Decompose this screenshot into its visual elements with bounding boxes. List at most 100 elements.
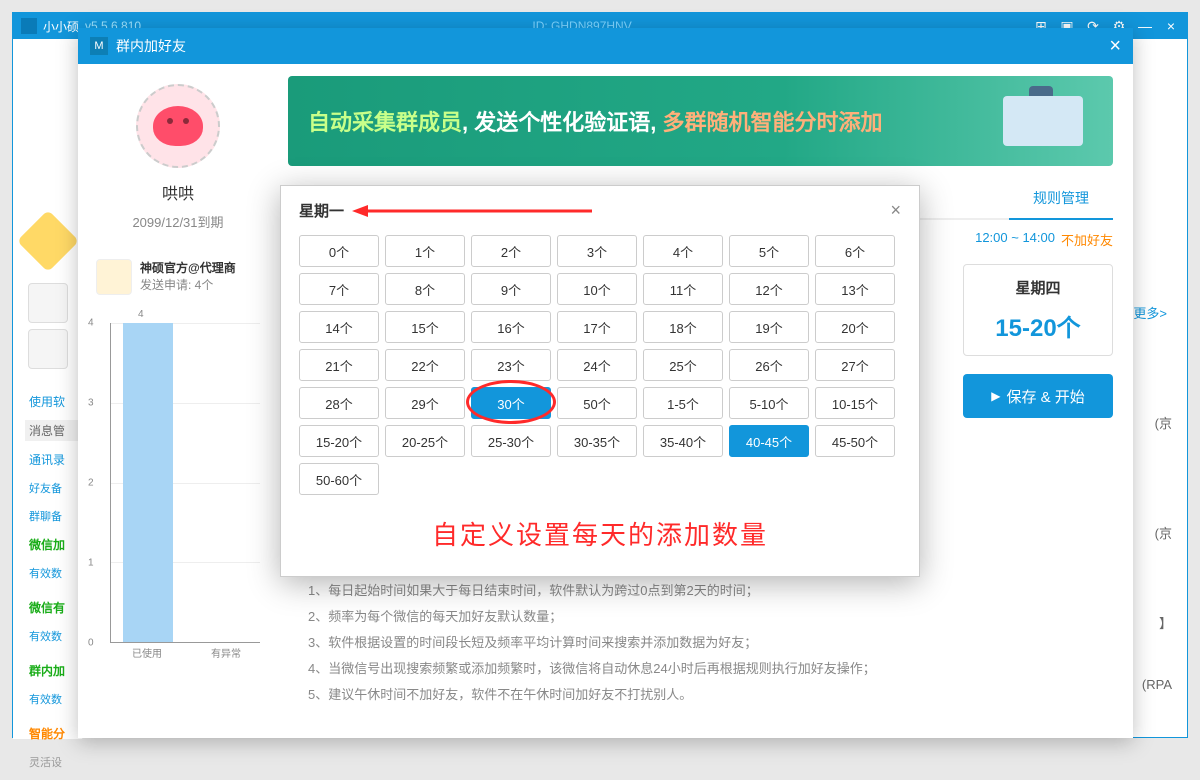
note-item: 4、当微信号出现搜索频繁或添加频繁时，该微信将自动休息24小时后再根据规则执行加… xyxy=(308,656,1113,682)
tab-rules[interactable]: 规则管理 xyxy=(1009,178,1113,220)
quantity-option[interactable]: 6个 xyxy=(815,235,895,267)
bg-text: (京 xyxy=(1155,413,1172,432)
y-label: 4 xyxy=(88,318,94,329)
x-label: 已使用 xyxy=(117,645,177,660)
chart-bar-used xyxy=(123,323,173,642)
save-start-button[interactable]: ▶ 保存 & 开始 xyxy=(963,374,1113,418)
quantity-option[interactable]: 10-15个 xyxy=(815,387,895,419)
quantity-option[interactable]: 11个 xyxy=(643,273,723,305)
schedule-time: 12:00 ~ 14:00 xyxy=(975,230,1055,249)
quantity-option[interactable]: 16个 xyxy=(471,311,551,343)
usage-chart: 4 4 3 2 1 0 已使用 有异常 xyxy=(88,323,268,673)
note-item: 5、建议午休时间不加好友，软件不在午休时间加好友不打扰别人。 xyxy=(308,682,1113,708)
annotation-arrow-icon xyxy=(352,202,592,220)
quantity-option[interactable]: 2个 xyxy=(471,235,551,267)
quantity-option[interactable]: 20-25个 xyxy=(385,425,465,457)
diamond-icon[interactable] xyxy=(16,210,78,272)
schedule-note: 不加好友 xyxy=(1061,230,1113,249)
more-link[interactable]: 更多> xyxy=(1133,303,1167,322)
quantity-option[interactable]: 1-5个 xyxy=(643,387,723,419)
quantity-option[interactable]: 10个 xyxy=(557,273,637,305)
dialog-close-icon[interactable]: × xyxy=(1109,35,1121,58)
sidebar-link[interactable]: 通讯录 xyxy=(25,449,83,470)
quantity-option[interactable]: 5-10个 xyxy=(729,387,809,419)
quantity-option[interactable]: 45-50个 xyxy=(815,425,895,457)
quantity-option[interactable]: 35-40个 xyxy=(643,425,723,457)
sidebar-link[interactable]: 微信加 xyxy=(25,534,83,555)
bg-text: (京 xyxy=(1155,523,1172,542)
sidebar-link[interactable]: 群聊备 xyxy=(25,506,83,526)
close-icon[interactable]: × xyxy=(1163,18,1179,34)
y-label: 2 xyxy=(88,478,94,489)
quantity-option[interactable]: 0个 xyxy=(299,235,379,267)
note-item: 1、每日起始时间如果大于每日结束时间，软件默认为跨过0点到第2天的时间； xyxy=(308,578,1113,604)
bg-text: 】 xyxy=(1159,613,1172,632)
profile-expiry: 2099/12/31到期 xyxy=(88,212,268,231)
sidebar-link[interactable]: 智能分 xyxy=(25,723,83,744)
rail-button-2[interactable] xyxy=(28,329,68,369)
note-item: 3、软件根据设置的时间段长短及频率平均计算时间来搜索并添加数据为好友； xyxy=(308,630,1113,656)
quantity-option[interactable]: 20个 xyxy=(815,311,895,343)
quantity-option[interactable]: 19个 xyxy=(729,311,809,343)
quantity-option[interactable]: 25个 xyxy=(643,349,723,381)
quantity-option[interactable]: 24个 xyxy=(557,349,637,381)
avatar xyxy=(136,84,220,168)
quantity-option[interactable]: 50个 xyxy=(557,387,637,419)
quantity-option[interactable]: 7个 xyxy=(299,273,379,305)
quantity-option[interactable]: 18个 xyxy=(643,311,723,343)
sidebar-sublink: 灵活设 xyxy=(25,752,83,772)
popup-title: 星期一 xyxy=(299,200,344,221)
quantity-option[interactable]: 30-35个 xyxy=(557,425,637,457)
quantity-option[interactable]: 21个 xyxy=(299,349,379,381)
quantity-option[interactable]: 14个 xyxy=(299,311,379,343)
quantity-option[interactable]: 3个 xyxy=(557,235,637,267)
popup-caption: 自定义设置每天的添加数量 xyxy=(299,515,901,552)
rail-button-1[interactable] xyxy=(28,283,68,323)
sidebar-link[interactable]: 使用软 xyxy=(25,391,83,412)
merchant-sub: 发送申请: 4个 xyxy=(140,276,236,293)
quantity-option[interactable]: 26个 xyxy=(729,349,809,381)
quantity-option[interactable]: 12个 xyxy=(729,273,809,305)
y-label: 1 xyxy=(88,558,94,569)
merchant-row[interactable]: 神硕官方@代理商 发送申请: 4个 xyxy=(88,251,268,303)
quantity-option[interactable]: 15-20个 xyxy=(299,425,379,457)
popup-close-icon[interactable]: × xyxy=(890,200,901,221)
quantity-option[interactable]: 4个 xyxy=(643,235,723,267)
sidebar-link[interactable]: 微信有 xyxy=(25,597,83,618)
quantity-popup: 星期一 × 0个1个2个3个4个5个6个 7个8个9个10个11个12个13个 14… xyxy=(280,185,920,577)
quantity-option[interactable]: 22个 xyxy=(385,349,465,381)
dialog-titlebar: M 群内加好友 × xyxy=(78,28,1133,64)
quantity-option[interactable]: 1个 xyxy=(385,235,465,267)
banner-art xyxy=(973,86,1093,156)
sidebar-link[interactable]: 群内加 xyxy=(25,660,83,681)
quantity-option[interactable]: 40-45个 xyxy=(729,425,809,457)
feature-banner: 自动采集群成员, 发送个性化验证语, 多群随机智能分时添加 xyxy=(288,76,1113,166)
quantity-option[interactable]: 15个 xyxy=(385,311,465,343)
quantity-option[interactable]: 27个 xyxy=(815,349,895,381)
annotation-circle xyxy=(466,380,556,424)
quantity-option[interactable]: 9个 xyxy=(471,273,551,305)
play-icon: ▶ xyxy=(991,389,1000,403)
quantity-option[interactable]: 23个 xyxy=(471,349,551,381)
quantity-option[interactable]: 25-30个 xyxy=(471,425,551,457)
note-item: 2、频率为每个微信的每天加好友默认数量； xyxy=(308,604,1113,630)
laptop-icon xyxy=(1003,96,1083,146)
quantity-option[interactable]: 8个 xyxy=(385,273,465,305)
pig-icon xyxy=(153,106,203,146)
profile-column: 哄哄 2099/12/31到期 神硕官方@代理商 发送申请: 4个 4 4 3 … xyxy=(78,64,278,738)
popup-header: 星期一 × xyxy=(299,200,901,221)
profile-name: 哄哄 xyxy=(88,180,268,204)
sidebar-link[interactable]: 好友备 xyxy=(25,478,83,498)
quantity-option[interactable]: 29个 xyxy=(385,387,465,419)
quantity-option[interactable]: 17个 xyxy=(557,311,637,343)
chart-top-label: 4 xyxy=(138,309,144,320)
sidebar-link[interactable]: 消息管 xyxy=(25,420,83,441)
day-card[interactable]: 星期四 15-20个 xyxy=(963,264,1113,356)
merchant-name: 神硕官方@代理商 xyxy=(140,259,236,276)
minimize-icon[interactable]: — xyxy=(1137,18,1153,34)
quantity-option[interactable]: 28个 xyxy=(299,387,379,419)
quantity-option[interactable]: 30个 xyxy=(471,387,551,419)
quantity-option[interactable]: 13个 xyxy=(815,273,895,305)
quantity-option[interactable]: 50-60个 xyxy=(299,463,379,495)
quantity-option[interactable]: 5个 xyxy=(729,235,809,267)
